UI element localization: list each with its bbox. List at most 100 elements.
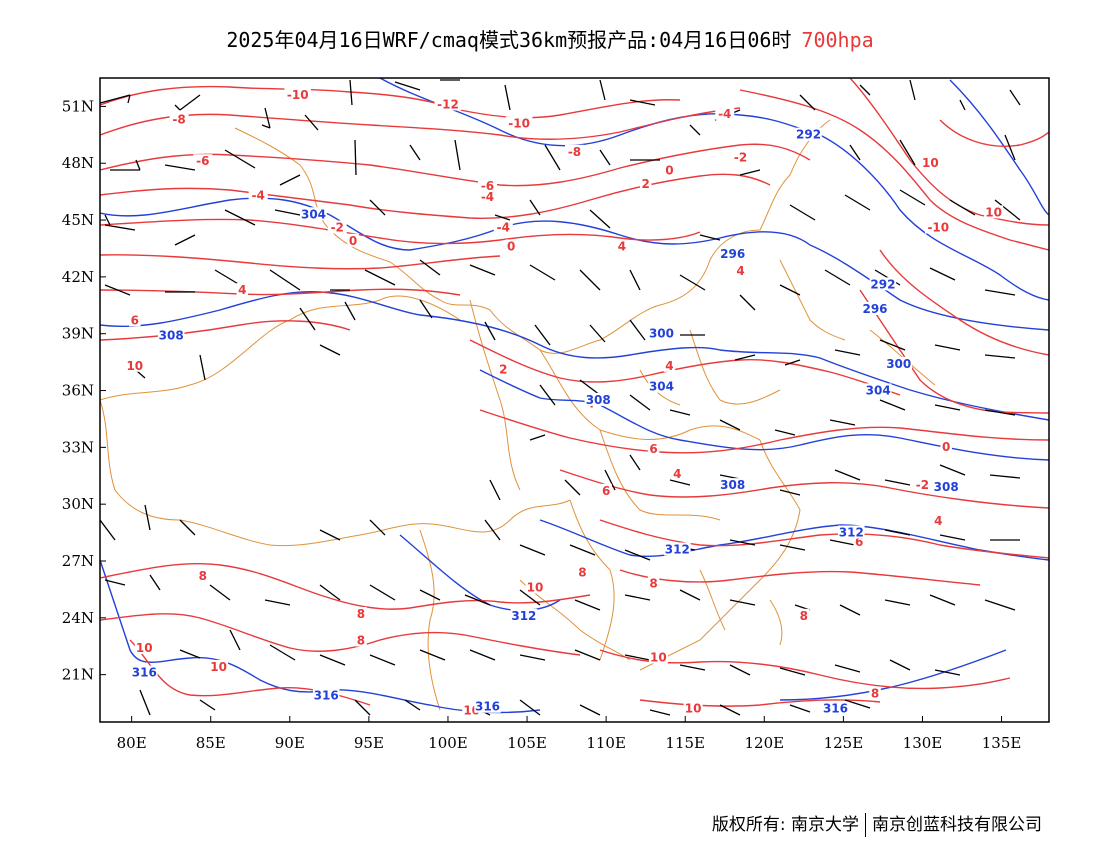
height-label: 316	[823, 702, 848, 716]
height-label-bg	[131, 665, 158, 679]
temperature-label: -12	[437, 97, 459, 111]
lat-tick-label: 42N	[62, 268, 94, 286]
temperature-label: -4	[497, 221, 510, 235]
map-frame	[99, 77, 1050, 723]
temperature-label-bg	[671, 466, 684, 480]
height-label: 316	[475, 700, 500, 714]
height-label: 300	[649, 327, 674, 341]
height-label: 316	[314, 688, 339, 702]
temperature-label-bg	[236, 283, 249, 297]
temperature-label-bg	[731, 150, 751, 164]
temperature-label: -10	[508, 116, 530, 130]
temperature-label-bg	[734, 264, 747, 278]
temperature-label: 6	[602, 484, 610, 498]
temperature-label: 2	[499, 363, 507, 377]
temperature-label-bg	[600, 483, 612, 497]
footer: 版权所有: 南京大学 南京创蓝科技有限公司	[712, 810, 1042, 837]
temperature-label: -8	[172, 113, 185, 127]
height-contours	[100, 78, 1049, 714]
height-label-bg	[932, 480, 960, 494]
height-label-bg	[885, 356, 912, 370]
lat-tick-label: 45N	[62, 211, 94, 229]
height-label-bg	[300, 207, 327, 221]
temperature-label-bg	[683, 701, 703, 715]
temperature-label: 10	[650, 650, 667, 664]
lon-tick-label: 125E	[824, 734, 864, 752]
height-label: 300	[886, 357, 911, 371]
temperature-label-bg	[639, 176, 652, 190]
height-label-bg	[510, 608, 538, 622]
temperature-label-bg	[932, 514, 945, 528]
lat-tick-label: 48N	[62, 154, 94, 172]
temperature-label-bg	[209, 659, 229, 673]
temperature-label-bg	[134, 641, 154, 655]
temperature-label: 0	[665, 164, 673, 178]
temperature-label: -6	[481, 179, 494, 193]
temperature-label-bg	[125, 358, 145, 372]
temperature-label: 8	[649, 577, 657, 591]
temperature-label-bg	[434, 97, 462, 111]
height-label: 296	[720, 247, 745, 261]
temperature-label-bg	[525, 580, 545, 594]
lat-tick-label: 27N	[62, 552, 94, 570]
longitude-axis: 80E 85E 90E 95E 100E 105E 110E 115E 120E 125E 130E…	[117, 716, 1021, 752]
height-label-bg	[648, 379, 675, 393]
temperature-label-bg	[478, 190, 498, 204]
height-label-bg	[719, 247, 746, 261]
map-title: 2025年04月16日WRF/cmaq模式36km预报产品:04月16日06时 7…	[0, 24, 1100, 53]
temperature-label: -2	[331, 221, 344, 235]
height-label: 312	[511, 609, 536, 623]
temperature-label-bg	[327, 220, 347, 234]
temperature-label: 8	[357, 633, 365, 647]
temperature-label: 4	[618, 239, 626, 253]
copyright-text: 版权所有: 南京大学	[711, 815, 859, 835]
temperature-label: 4	[238, 283, 246, 297]
temperature-label-bg	[576, 565, 589, 579]
lon-tick-label: 120E	[745, 734, 785, 752]
height-label-bg	[474, 699, 501, 713]
temperature-label: 2	[641, 177, 649, 191]
height-label-bg	[795, 127, 822, 141]
temperature-label-bg	[648, 650, 668, 664]
height-label-bg	[861, 301, 889, 315]
temperature-label-bg	[493, 220, 513, 234]
height-label-bg	[157, 328, 185, 342]
temperature-label: -2	[916, 478, 929, 492]
temperature-label-bg	[284, 87, 311, 101]
temperature-label-bg	[193, 154, 213, 168]
lat-tick-label: 24N	[62, 609, 94, 627]
height-label: 316	[132, 666, 157, 680]
temperature-label: 4	[665, 359, 673, 373]
temperature-label: 8	[800, 609, 808, 623]
height-label: 292	[796, 128, 821, 142]
height-label-bg	[719, 478, 746, 492]
height-label-bg	[312, 688, 340, 702]
temperature-label: 6	[131, 313, 139, 327]
temperature-label-bg	[565, 144, 584, 158]
temperature-label: 10	[922, 156, 939, 170]
temperature-label: 0	[349, 234, 357, 248]
lon-tick-label: 85E	[196, 734, 226, 752]
company-name: 南京创蓝科技有限公司	[872, 815, 1042, 835]
temperature-label-bg	[355, 633, 367, 647]
height-labels: 292 304 296 292 296 308 300 300 304 304 308 308 308 3…	[131, 127, 960, 716]
temperature-label: 10	[527, 580, 544, 594]
temperature-label-bg	[129, 313, 141, 327]
temperature-label: 4	[934, 514, 942, 528]
temperature-label: 8	[578, 565, 586, 579]
height-label: 292	[870, 277, 895, 291]
temperature-label-bg	[616, 239, 628, 253]
height-label-bg	[822, 701, 849, 715]
height-label-bg	[648, 326, 675, 340]
temperature-label: -4	[251, 188, 264, 202]
height-label: 304	[301, 207, 326, 221]
height-label: 308	[934, 480, 959, 494]
height-label-bg	[584, 392, 612, 406]
temperature-label: 4	[736, 264, 744, 278]
temperature-label: 6	[855, 535, 863, 549]
height-label: 304	[866, 383, 891, 397]
wind-barbs	[100, 79, 1021, 716]
height-label-bg	[869, 277, 897, 291]
temperature-label-bg	[248, 188, 268, 202]
